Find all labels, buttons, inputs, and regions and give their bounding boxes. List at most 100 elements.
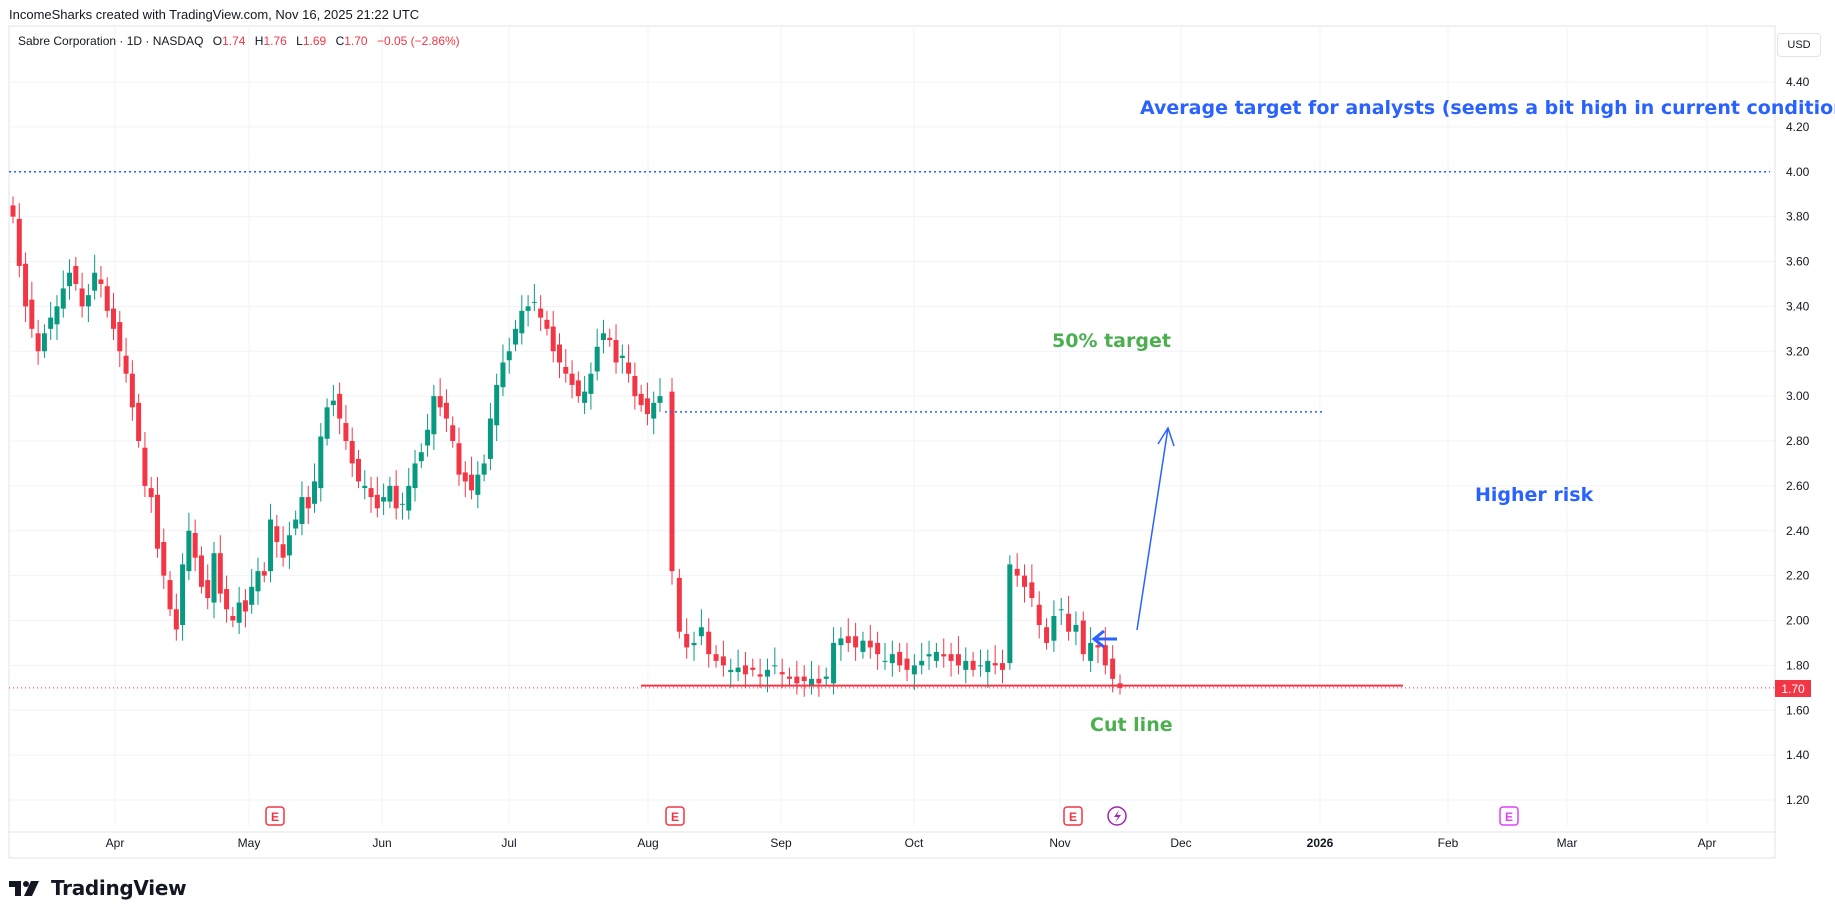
earnings-marker-icon[interactable]: E	[1499, 806, 1519, 826]
candle-body	[425, 429, 431, 446]
legend-h-label: H	[255, 34, 264, 48]
candle-body	[882, 660, 888, 662]
candle-body	[556, 344, 562, 363]
candle-body	[550, 326, 556, 352]
grid	[9, 26, 1775, 826]
candle-body	[651, 402, 657, 419]
candle-body	[1007, 564, 1013, 664]
candle-body	[713, 654, 719, 661]
y-tick-label: 3.00	[1786, 389, 1810, 403]
price-axis[interactable]: 4.40 4.20 4.00 3.80 3.60 3.40 3.20 3.00 2.80 2.60…	[1774, 26, 1810, 858]
last-price-label: 1.70	[1781, 682, 1805, 696]
y-tick-label: 3.20	[1786, 344, 1810, 358]
earnings-marker-icon[interactable]: E	[265, 806, 285, 826]
candle-body	[594, 346, 600, 372]
y-tick-label: 1.80	[1786, 658, 1810, 672]
candle-body	[860, 640, 866, 652]
candle-body	[955, 654, 961, 666]
candle-body	[148, 488, 154, 498]
candle-body	[1066, 613, 1072, 632]
candle-body	[349, 441, 355, 464]
chart-frame	[8, 25, 1776, 859]
candle-body	[684, 633, 690, 648]
candle-body	[948, 654, 954, 661]
higher-risk-text: Higher risk	[1475, 484, 1594, 506]
candle-body	[475, 474, 481, 495]
y-tick-label: 3.60	[1786, 255, 1810, 269]
candle-body	[443, 402, 449, 419]
candle-body	[985, 660, 991, 673]
candle-body	[211, 553, 217, 603]
candle-body	[111, 308, 117, 329]
candle-body	[644, 398, 650, 415]
legend-c-value: 1.70	[344, 34, 368, 48]
chart-attribution: IncomeSharks created with TradingView.co…	[9, 7, 420, 22]
candle-body	[963, 660, 969, 670]
tradingview-logo-icon	[9, 881, 39, 896]
candle-body	[73, 265, 79, 284]
y-tick-label: 2.20	[1786, 569, 1810, 583]
svg-text:E: E	[1069, 810, 1077, 824]
x-tick-label: Sep	[770, 836, 792, 850]
dividend-marker-icon[interactable]	[1107, 806, 1127, 826]
cut-line-text: Cut line	[1090, 714, 1173, 736]
candle-body	[1022, 575, 1028, 587]
candle-body	[60, 288, 66, 309]
candle-body	[274, 526, 280, 542]
candle-body	[657, 396, 663, 403]
fifty-pct-target-text: 50% target	[1052, 330, 1171, 352]
legend-l-label: L	[296, 34, 303, 48]
currency-button[interactable]: USD	[1777, 33, 1821, 57]
candle-body	[154, 494, 160, 549]
candle-body	[977, 665, 983, 667]
drawings[interactable]	[9, 171, 1775, 689]
candle-body	[462, 472, 468, 482]
candle-body	[142, 447, 148, 486]
x-tick-label: Jun	[372, 836, 391, 850]
x-tick-label: Nov	[1049, 836, 1070, 850]
time-axis[interactable]: Apr May Jun Jul Aug Sep Oct Nov Dec 2026 Feb Mar Apr	[9, 831, 1775, 850]
candle-body	[1014, 568, 1020, 576]
candle-body	[720, 656, 726, 666]
candles	[10, 196, 1123, 697]
candle-body	[41, 333, 47, 352]
candle-body	[728, 669, 734, 673]
candle-body	[992, 663, 998, 666]
candle-body	[48, 317, 54, 329]
earnings-marker-icon[interactable]: E	[665, 806, 685, 826]
candle-body	[613, 340, 619, 363]
candle-body	[801, 676, 807, 682]
candle-body	[531, 301, 537, 303]
candle-body	[698, 627, 704, 637]
y-tick-label: 2.80	[1786, 434, 1810, 448]
candle-body	[794, 676, 800, 684]
candle-body	[305, 497, 311, 509]
candle-body	[368, 488, 374, 498]
candle-body	[255, 571, 261, 592]
candle-body	[513, 328, 519, 345]
y-tick-label: 3.40	[1786, 299, 1810, 313]
candle-body	[494, 384, 500, 426]
candle-body	[387, 485, 393, 502]
candle-body	[1051, 616, 1057, 641]
candle-body	[249, 586, 255, 605]
candle-body	[167, 580, 173, 610]
y-tick-label: 2.40	[1786, 524, 1810, 538]
candle-body	[1029, 582, 1035, 599]
tradingview-logo[interactable]: TradingView	[9, 876, 187, 900]
earnings-marker-icon[interactable]: E	[1063, 806, 1083, 826]
x-tick-label: Oct	[905, 836, 924, 850]
x-tick-label: Jul	[501, 836, 516, 850]
candle-body	[242, 600, 248, 612]
candle-body	[1036, 604, 1042, 625]
svg-text:E: E	[271, 810, 279, 824]
candle-body	[362, 485, 368, 489]
candle-body	[787, 676, 793, 679]
candle-body	[437, 396, 443, 408]
candle-body	[933, 651, 939, 661]
upside-arrow-shaft[interactable]	[1136, 427, 1169, 631]
candle-body	[180, 564, 186, 625]
candle-body	[1110, 658, 1116, 679]
